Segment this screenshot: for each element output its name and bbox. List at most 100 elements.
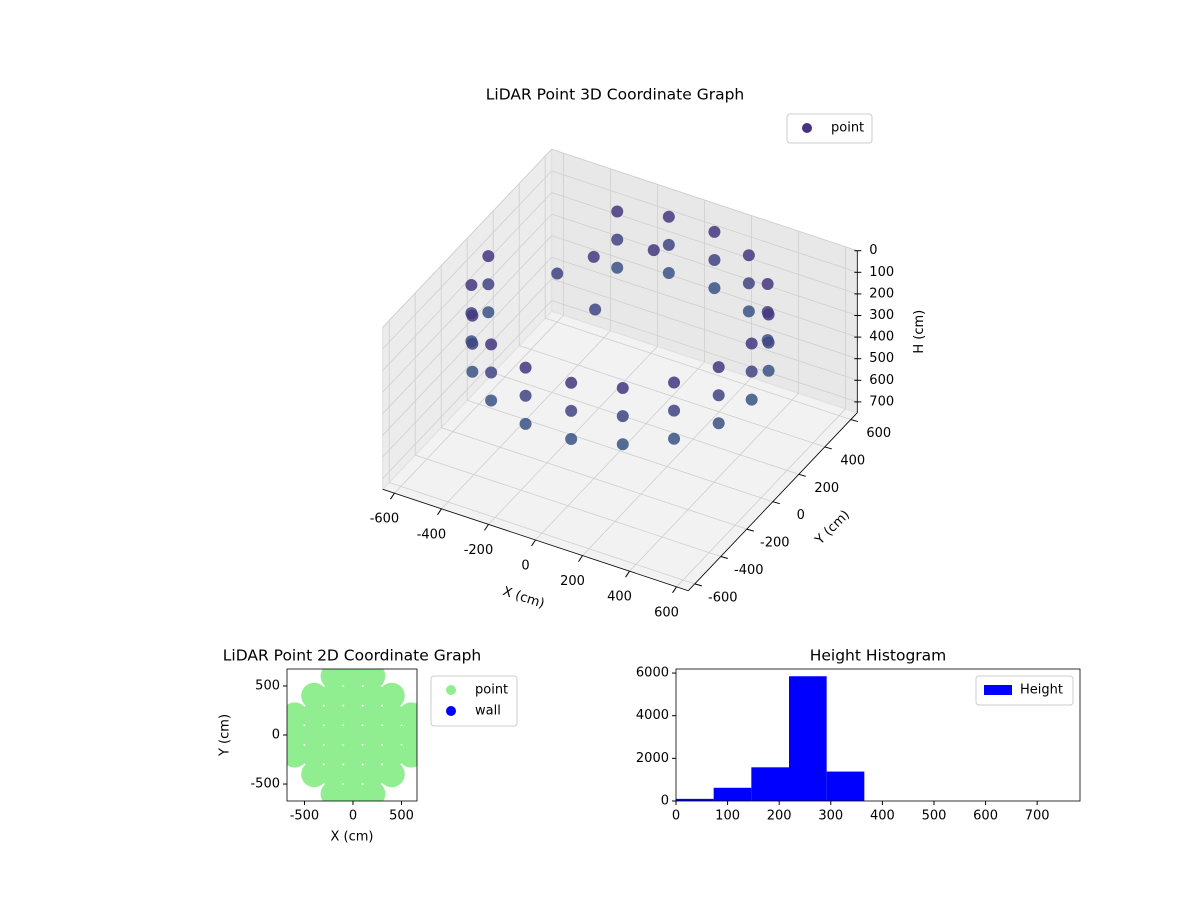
z-tick-label: 600 <box>869 373 894 388</box>
grid-line <box>493 372 799 475</box>
point <box>708 282 721 295</box>
point <box>712 417 725 430</box>
grid-line <box>415 454 721 557</box>
x-axis <box>382 488 689 592</box>
point <box>589 303 602 316</box>
point <box>287 702 308 729</box>
x-tick <box>437 508 442 516</box>
point <box>320 682 347 709</box>
y-tick-label: -500 <box>250 777 280 792</box>
point <box>482 306 495 319</box>
legend-marker <box>446 685 456 695</box>
axes-frame <box>675 668 1081 802</box>
point <box>465 279 478 292</box>
x-tick-label: 500 <box>922 809 947 824</box>
point <box>301 682 328 709</box>
point <box>761 277 774 290</box>
grid-line <box>551 256 858 360</box>
y-tick-label: 0 <box>797 508 805 523</box>
point <box>611 233 624 246</box>
point <box>616 410 629 423</box>
grid-line <box>382 278 552 458</box>
point <box>745 365 758 378</box>
grid-line <box>382 149 552 328</box>
x-tick-label: -400 <box>417 527 447 542</box>
x-tick <box>531 539 536 547</box>
y-axis-label: Y (cm) <box>218 714 233 757</box>
y-tick <box>850 419 858 423</box>
grid-line <box>382 213 552 393</box>
legend-box <box>975 675 1074 706</box>
point <box>320 741 347 768</box>
point <box>339 722 366 748</box>
point <box>519 361 532 374</box>
y-tick <box>798 473 806 477</box>
y-tick-label: 0 <box>272 728 280 743</box>
point <box>301 722 328 748</box>
point <box>742 305 755 318</box>
point <box>662 266 675 279</box>
point <box>587 250 600 263</box>
grid-line <box>441 427 747 530</box>
z-tick-label: 200 <box>869 286 894 301</box>
point <box>519 389 532 402</box>
x-tick-label: -200 <box>464 543 494 558</box>
point <box>762 336 775 349</box>
x-tick <box>390 492 395 500</box>
x-tick-label: 400 <box>607 590 632 605</box>
point <box>565 432 578 445</box>
y-tick-label: 2000 <box>636 751 669 766</box>
bar <box>676 798 714 801</box>
y-tick-label: 4000 <box>636 708 669 723</box>
grid-line <box>389 482 695 585</box>
point <box>466 309 479 322</box>
y-tick-label: -200 <box>760 536 790 551</box>
grid-line <box>551 235 858 338</box>
point <box>485 366 498 379</box>
point <box>708 254 721 267</box>
point <box>359 669 386 690</box>
y-tick-label: -400 <box>734 563 764 578</box>
bar <box>788 676 827 801</box>
point <box>466 365 479 378</box>
x-axis-label: X (cm) <box>331 830 374 845</box>
z-tick-label: 700 <box>869 394 894 409</box>
point <box>611 261 624 274</box>
x-tick <box>484 524 489 531</box>
point <box>762 364 775 377</box>
point <box>466 337 479 350</box>
point <box>565 404 578 417</box>
point <box>339 761 366 788</box>
legend-swatch <box>984 685 1012 695</box>
legend-label: wall <box>475 704 501 719</box>
point <box>378 702 405 729</box>
legend-label: point <box>831 121 864 136</box>
legend-box <box>786 113 873 144</box>
legend-label: point <box>475 683 508 698</box>
z-tick-label: 300 <box>869 308 894 323</box>
y-tick-label: -600 <box>708 590 738 605</box>
point <box>359 761 386 788</box>
x-tick-label: 700 <box>1025 809 1050 824</box>
point <box>378 722 405 748</box>
x-tick-label: 500 <box>389 809 414 824</box>
y-tick <box>824 446 832 450</box>
x-tick-label: 600 <box>654 605 679 620</box>
grid-line <box>545 317 851 420</box>
grid-line <box>551 148 858 252</box>
chart-title: Height Histogram <box>810 647 947 665</box>
y-tick-label: 500 <box>255 678 280 693</box>
point <box>662 210 675 223</box>
point <box>339 741 366 768</box>
y-tick <box>694 583 702 587</box>
point <box>378 741 405 768</box>
x-tick <box>625 570 630 578</box>
legend-marker <box>446 706 456 716</box>
point <box>616 438 629 451</box>
point <box>668 404 681 417</box>
point <box>519 417 532 430</box>
grid-line <box>551 192 858 295</box>
z-tick-label: 0 <box>869 243 877 258</box>
grid-line <box>382 170 552 350</box>
